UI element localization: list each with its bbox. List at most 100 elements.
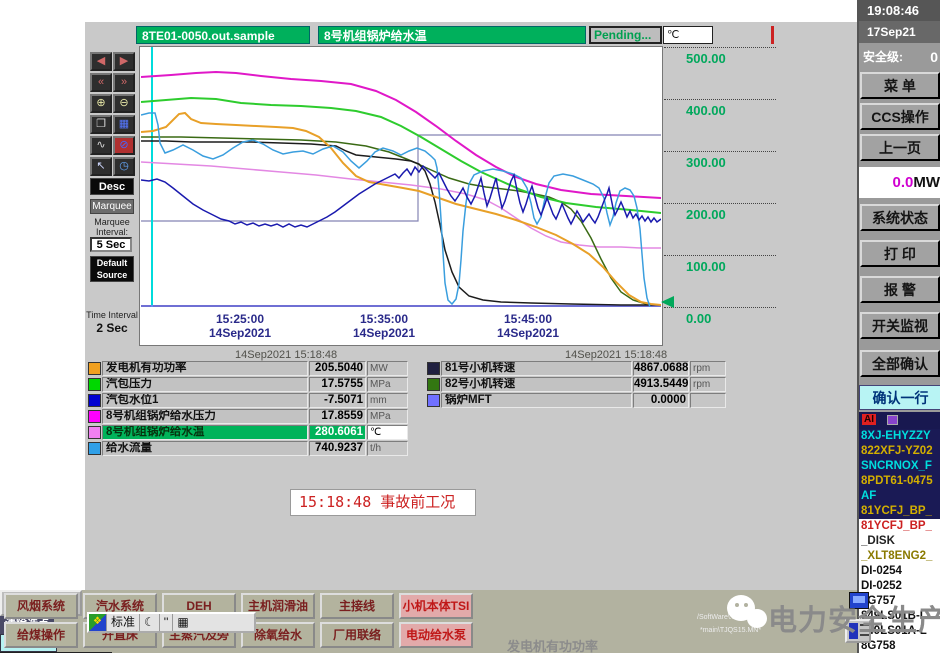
step-back-icon[interactable]: ◀ xyxy=(90,52,112,71)
trend-plot-area[interactable] xyxy=(141,47,661,307)
tag-description-field[interactable]: 8号机组锅炉给水温 xyxy=(318,26,586,44)
alarm-list-light: 81YCFJ_BP_ _DISK _XLT8ENG2_ DI-0254 DI-0… xyxy=(859,519,940,653)
desc-button[interactable]: Desc xyxy=(90,178,134,195)
ytick-line xyxy=(664,151,776,152)
trend-line-selection-outline xyxy=(141,134,661,222)
alarm-list-header: AI xyxy=(859,412,940,429)
ytick-line xyxy=(664,47,776,48)
ccs-operate-button[interactable]: CCS操作 xyxy=(860,103,940,130)
monitor-icon[interactable] xyxy=(849,592,869,609)
alarm-code[interactable]: 849LS01A-L xyxy=(861,625,927,637)
menu-button[interactable]: 菜 单 xyxy=(860,72,940,99)
fast-back-icon[interactable]: « xyxy=(90,73,112,92)
previous-page-button[interactable]: 上一页 xyxy=(860,134,940,161)
table-row[interactable]: 81号小机转速 4867.0688 rpm xyxy=(427,361,727,376)
trend-lines xyxy=(141,47,661,307)
keyboard-icon[interactable]: ▦ xyxy=(177,615,189,629)
table-row[interactable]: 82号小机转速 4913.5449 rpm xyxy=(427,377,727,392)
grid-icon[interactable]: ▦ xyxy=(113,115,135,134)
pen-color-swatch xyxy=(88,394,101,407)
cursor-timestamp-left: 14Sep2021 15:18:48 xyxy=(235,349,338,361)
unit-field[interactable]: ℃ xyxy=(663,26,713,44)
alarm-code[interactable]: SNCRNOX_F xyxy=(861,460,932,472)
confirm-one-line-button[interactable]: 确认一行 xyxy=(859,385,940,410)
filter-chip-icon xyxy=(887,415,898,425)
alarm-code[interactable]: AF xyxy=(861,490,877,502)
layout-icon[interactable] xyxy=(845,619,871,643)
fast-forward-icon[interactable]: » xyxy=(113,73,135,92)
alarm-code[interactable]: 822XFJ-YZ02 xyxy=(861,445,933,457)
ytick-line xyxy=(664,99,776,100)
alarm-code[interactable]: 8G757 xyxy=(861,595,896,607)
tag-name-field[interactable]: 8TE01-0050.out.sample xyxy=(136,26,310,44)
xtick: 15:35:00 14Sep2021 xyxy=(352,312,416,340)
display-path: *main\TJQS15.MN* xyxy=(700,627,762,634)
axis-marker-icon[interactable] xyxy=(661,296,674,308)
menu-button-xiaoji-tsi[interactable]: 小机本体TSI xyxy=(399,593,473,619)
table-row-selected[interactable]: 8号机组锅炉给水温 280.6061 ℃ xyxy=(88,425,408,440)
default-source-button[interactable]: Default Source xyxy=(90,256,134,282)
alarm-code[interactable]: 81YCFJ_BP_ xyxy=(861,505,932,517)
clock-icon[interactable]: ◷ xyxy=(113,157,135,176)
event-annotation: 15:18:48 事故前工况 xyxy=(290,489,476,516)
print-button[interactable]: 打 印 xyxy=(860,240,940,267)
watermark-text: 电力安全生产 xyxy=(768,605,940,637)
menu-button-fengyan[interactable]: 风烟系统 xyxy=(4,593,78,619)
ime-mode-label[interactable]: 标准 xyxy=(107,614,141,631)
ime-toolbar[interactable]: ❖ 标准 ☾ '' ▦ xyxy=(87,612,256,633)
marquee-button[interactable]: Marquee xyxy=(90,199,134,214)
xtick: 15:25:00 14Sep2021 xyxy=(208,312,272,340)
menu-button-changyong[interactable]: 厂用联络 xyxy=(320,622,394,648)
ytick-label: 200.00 xyxy=(686,207,726,222)
time-interval-value: 2 Sec xyxy=(96,321,128,335)
alarm-code[interactable]: 8PDT61-0475 xyxy=(861,475,933,487)
table-row[interactable]: 发电机有功功率 205.5040 MW xyxy=(88,361,408,376)
table-row[interactable]: 汽包压力 17.5755 MPa xyxy=(88,377,408,392)
alarm-code[interactable]: 81YCFJ_BP_ xyxy=(861,520,932,532)
alarm-code[interactable]: 8G758 xyxy=(861,640,896,652)
selected-point-label: 发电机有功功率 xyxy=(507,639,599,653)
table-row[interactable]: 汽包水位1 -7.5071 mm xyxy=(88,393,408,408)
zoom-in-icon[interactable]: ⊕ xyxy=(90,94,112,113)
alarm-button[interactable]: 报 警 xyxy=(860,276,940,303)
menu-button-zhujiexian[interactable]: 主接线 xyxy=(320,593,394,619)
alarm-code[interactable]: DI-0252 xyxy=(861,580,902,592)
red-marker xyxy=(771,26,774,44)
menu-button-diandong-pump[interactable]: 电动给水泵 xyxy=(399,622,473,648)
ytick-label: 300.00 xyxy=(686,155,726,170)
switch-monitor-button[interactable]: 开关监视 xyxy=(860,312,940,339)
trend-icon[interactable]: ∿ xyxy=(90,136,112,155)
display-icon[interactable]: ❐ xyxy=(90,115,112,134)
punctuation-icon[interactable]: '' xyxy=(160,614,174,631)
menu-button-geimei[interactable]: 给煤操作 xyxy=(4,622,78,648)
system-status-button[interactable]: 系统状态 xyxy=(860,204,940,231)
table-row[interactable]: 8号机组锅炉给水压力 17.8559 MPa xyxy=(88,409,408,424)
moon-icon[interactable]: ☾ xyxy=(140,614,160,631)
wechat-icon xyxy=(727,595,773,639)
confirm-all-button[interactable]: 全部确认 xyxy=(860,350,940,377)
alarm-code[interactable]: _DISK xyxy=(861,535,895,547)
alarm-code[interactable]: _XLT8ENG2_ xyxy=(861,550,933,562)
marquee-interval-label: Marquee Interval: xyxy=(94,217,130,237)
alarm-code[interactable]: 8XJ-EHYZZY xyxy=(861,430,931,442)
security-level: 安全级: 0 xyxy=(863,49,938,65)
alarm-code[interactable]: DI-0254 xyxy=(861,565,902,577)
ime-logo-icon[interactable]: ❖ xyxy=(89,614,107,631)
alarm-list-dark: 8XJ-EHYZZY 822XFJ-YZ02 SNCRNOX_F 8PDT61-… xyxy=(859,429,940,519)
step-forward-icon[interactable]: ▶ xyxy=(113,52,135,71)
pen-color-swatch xyxy=(427,362,440,375)
menu-button-chuyang[interactable]: 除氧给水 xyxy=(241,622,315,648)
table-row[interactable]: 锅炉MFT 0.0000 xyxy=(427,393,727,408)
pointer-icon[interactable]: ↖ xyxy=(90,157,112,176)
marquee-interval-value[interactable]: 5 Sec xyxy=(90,237,132,252)
ytick-line xyxy=(664,255,776,256)
pen-color-swatch xyxy=(88,362,101,375)
table-row[interactable]: 给水流量 740.9237 t/h xyxy=(88,441,408,456)
disable-icon[interactable]: ⊘ xyxy=(113,136,135,155)
alarm-code[interactable]: 849LS01B-L xyxy=(861,610,927,622)
pen-color-swatch xyxy=(88,378,101,391)
zoom-out-icon[interactable]: ⊖ xyxy=(113,94,135,113)
xtick: 15:45:00 14Sep2021 xyxy=(496,312,560,340)
ai-badge: AI xyxy=(862,414,876,425)
